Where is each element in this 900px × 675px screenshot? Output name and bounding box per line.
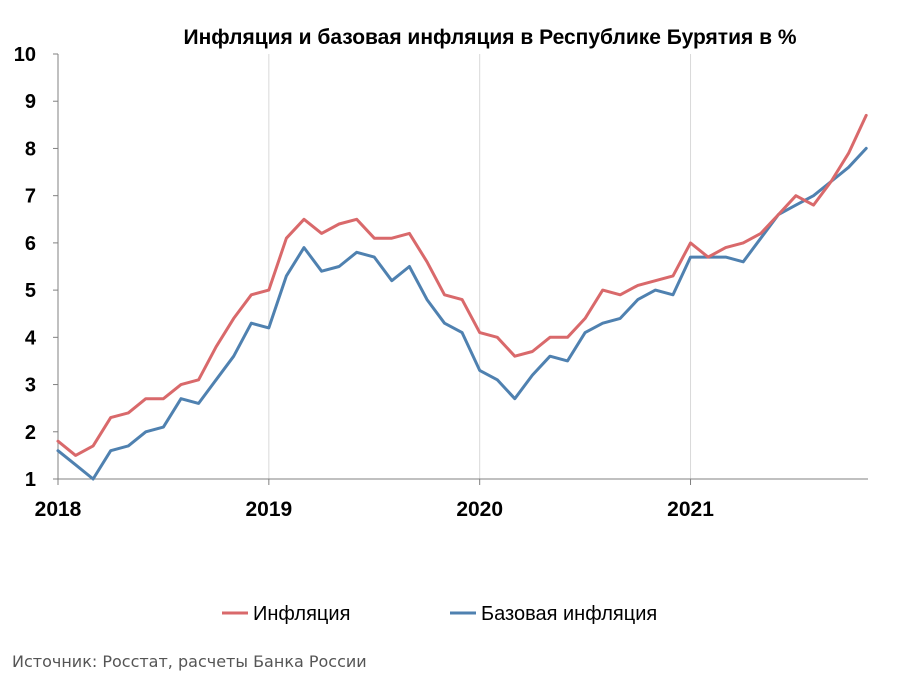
x-tick-label-2021: 2021: [667, 498, 714, 521]
x-tick-label-2019: 2019: [245, 498, 292, 521]
series-line-inflation: [56, 113, 868, 457]
y-tick-label-2: 2: [25, 422, 36, 444]
x-tick-label-2020: 2020: [456, 498, 503, 521]
series-line-core-inflation: [56, 146, 868, 481]
y-tick-label-10: 10: [14, 44, 36, 66]
y-tick-label-3: 3: [25, 375, 36, 397]
y-tick-label-8: 8: [25, 138, 36, 160]
y-axis-ticks: 1 2 3 4 5 6 7 8 9 10: [14, 44, 58, 491]
source-note: Источник: Росстат, расчеты Банка России: [12, 652, 367, 671]
legend-label-core-inflation: Базовая инфляция: [481, 603, 657, 625]
legend: Инфляция Базовая инфляция: [222, 603, 657, 625]
y-tick-label-7: 7: [25, 186, 36, 208]
y-tick-label-9: 9: [25, 91, 36, 113]
x-tick-label-2018: 2018: [35, 498, 82, 521]
y-tick-label-1: 1: [25, 469, 36, 491]
legend-label-inflation: Инфляция: [253, 603, 350, 625]
y-tick-label-5: 5: [25, 280, 36, 302]
y-tick-label-4: 4: [25, 327, 37, 349]
series-lines: [56, 113, 868, 481]
grid-lines: [268, 54, 692, 479]
axes: [57, 54, 868, 480]
x-axis-ticks: 2018 2019 2020 2021: [35, 479, 714, 521]
y-tick-label-6: 6: [25, 233, 36, 255]
chart-title: Инфляция и базовая инфляция в Республике…: [184, 26, 797, 49]
